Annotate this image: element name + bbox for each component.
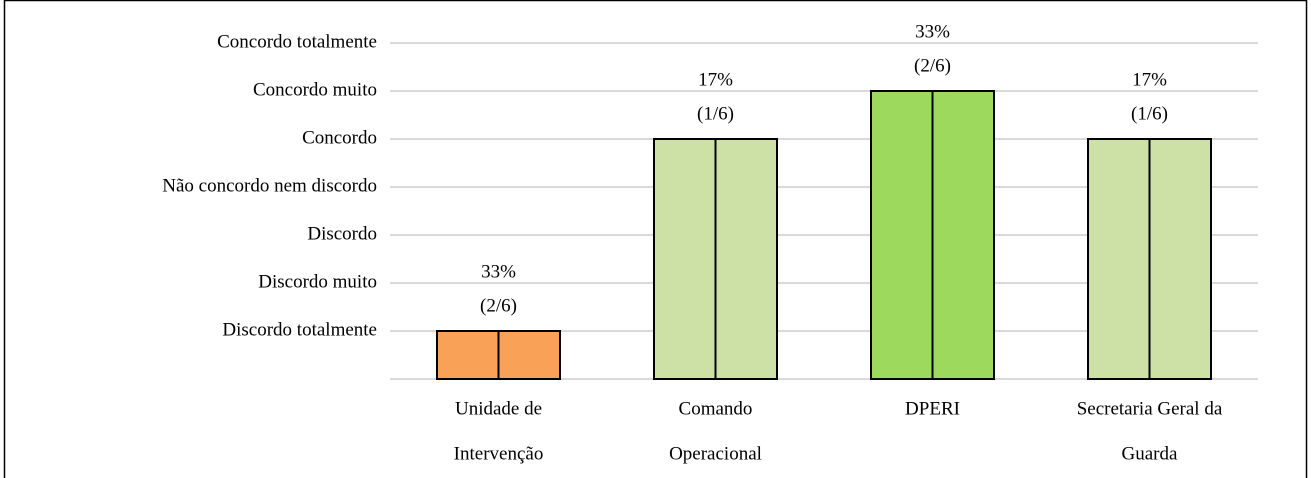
bar-label: (2/6) bbox=[914, 55, 951, 76]
x-tick-label: Guarda bbox=[1122, 443, 1178, 464]
bar-label: 17% bbox=[698, 69, 733, 90]
x-tick-label: Unidade de bbox=[455, 398, 542, 419]
y-tick-label: Concordo muito bbox=[253, 79, 377, 100]
bar-label: 17% bbox=[1132, 69, 1167, 90]
x-tick-label: Comando bbox=[679, 398, 753, 419]
y-tick-label: Não concordo nem discordo bbox=[162, 175, 377, 196]
y-tick-label: Discordo muito bbox=[258, 271, 377, 292]
y-tick-label: Discordo totalmente bbox=[222, 319, 377, 340]
y-tick-label: Discordo bbox=[307, 223, 377, 244]
bar-label: (1/6) bbox=[697, 103, 734, 124]
y-tick-label: Concordo bbox=[302, 127, 377, 148]
bar-label: (2/6) bbox=[480, 295, 517, 316]
x-tick-label: DPERI bbox=[905, 398, 960, 419]
x-tick-label: Secretaria Geral da bbox=[1077, 398, 1223, 419]
x-tick-label: Intervenção bbox=[454, 443, 544, 464]
bar-label: 33% bbox=[481, 261, 516, 282]
y-tick-label: Concordo totalmente bbox=[217, 31, 377, 52]
x-tick-label: Operacional bbox=[669, 443, 762, 464]
bar-label: (1/6) bbox=[1131, 103, 1168, 124]
bar-label: 33% bbox=[915, 21, 950, 42]
